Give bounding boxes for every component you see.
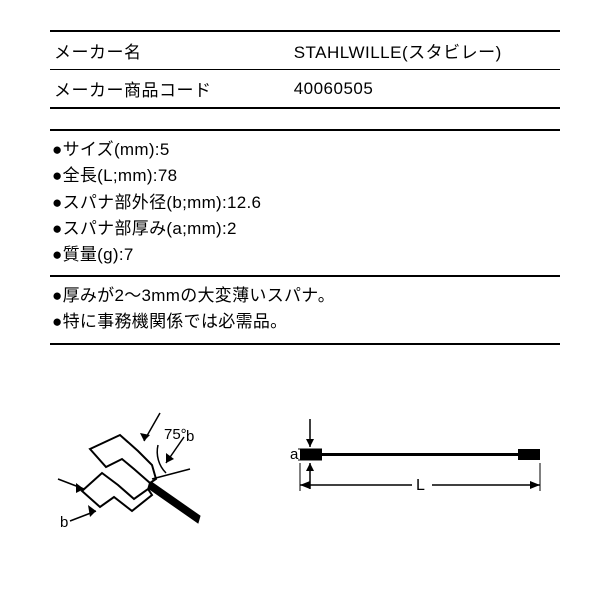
spec-line: ●全長(L;mm):78 (52, 163, 558, 189)
diagram-area: 75° b b (50, 381, 560, 556)
header-value: STAHLWILLE(スタビレー) (290, 31, 560, 70)
table-row: メーカー商品コード 40060505 (50, 70, 560, 109)
wrench-head-icon: 75° b b (58, 413, 200, 531)
angle-label: 75° (164, 426, 187, 443)
header-label: メーカー商品コード (50, 70, 290, 109)
spec-line: ●質量(g):7 (52, 242, 558, 268)
product-spec-page: メーカー名 STAHLWILLE(スタビレー) メーカー商品コード 400605… (0, 0, 600, 576)
spec-line: ●サイズ(mm):5 (52, 137, 558, 163)
header-label: メーカー名 (50, 31, 290, 70)
header-value: 40060505 (290, 70, 560, 109)
spec-line: ●スパナ部厚み(a;mm):2 (52, 216, 558, 242)
note-line: ●厚みが2～3mmの大変薄いスパナ。 (52, 283, 558, 309)
header-table: メーカー名 STAHLWILLE(スタビレー) メーカー商品コード 400605… (50, 30, 560, 109)
a-label: a (290, 446, 299, 463)
wrench-side-icon: a L (290, 419, 540, 494)
note-line: ●特に事務機関係では必需品。 (52, 309, 558, 335)
b-label: b (186, 428, 194, 445)
L-label: L (416, 477, 425, 494)
dimension-L: L (300, 463, 540, 494)
spec-block: ●サイズ(mm):5 ●全長(L;mm):78 ●スパナ部外径(b;mm):12… (50, 129, 560, 277)
notes-block: ●厚みが2～3mmの大変薄いスパナ。 ●特に事務機関係では必需品。 (50, 277, 560, 346)
wrench-diagram: 75° b b (50, 381, 550, 551)
table-row: メーカー名 STAHLWILLE(スタビレー) (50, 31, 560, 70)
b-label: b (60, 514, 68, 531)
spec-line: ●スパナ部外径(b;mm):12.6 (52, 190, 558, 216)
